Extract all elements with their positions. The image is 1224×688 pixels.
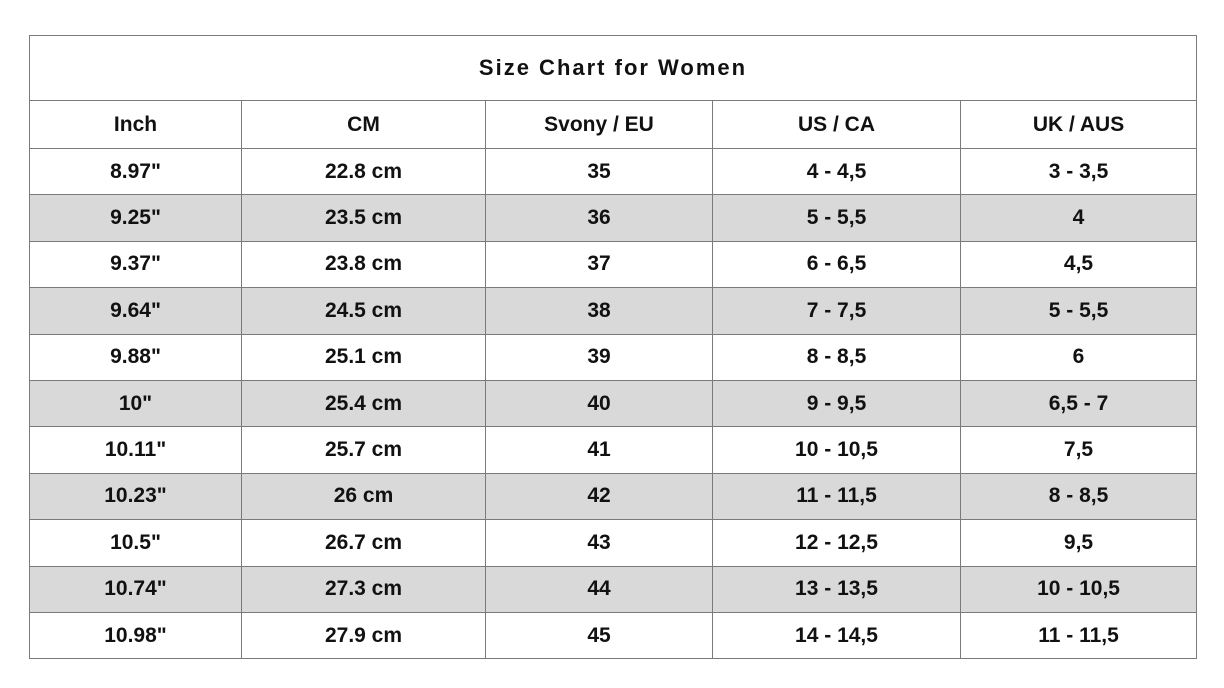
table-cell: 27.9 cm: [241, 611, 486, 660]
size-chart-table: Size Chart for Women Inch CM Svony / EU US …: [28, 35, 1198, 660]
table-cell: 38: [485, 287, 713, 335]
table-cell: 8.97": [29, 147, 242, 196]
table-cell: 10": [29, 379, 242, 428]
table-cell: 4,5: [959, 240, 1198, 289]
table-cell: 39: [485, 333, 713, 381]
table-cell: 6 - 6,5: [712, 240, 961, 289]
table-cell: 10.74": [29, 565, 242, 613]
table-cell: 9.64": [29, 287, 242, 335]
table-cell: 10.23": [29, 472, 242, 521]
table-cell: 6: [959, 333, 1198, 381]
table-cell: 13 - 13,5: [712, 565, 961, 613]
table-cell: 42: [485, 472, 713, 521]
table-row: 10.74" 27.3 cm 44 13 - 13,5 10 - 10,5: [29, 565, 1198, 613]
table-cell: 25.4 cm: [241, 379, 486, 428]
table-cell: 7 - 7,5: [712, 287, 961, 335]
column-header: Inch: [29, 100, 242, 149]
table-cell: 8 - 8,5: [959, 472, 1198, 521]
table-cell: 8 - 8,5: [712, 333, 961, 381]
table-cell: 3 - 3,5: [959, 147, 1198, 196]
table-cell: 23.8 cm: [241, 240, 486, 289]
table-row: 9.37" 23.8 cm 37 6 - 6,5 4,5: [29, 240, 1198, 289]
column-header: UK / AUS: [959, 100, 1198, 149]
table-cell: 5 - 5,5: [959, 287, 1198, 335]
table-cell: 45: [485, 611, 713, 660]
table-row: 10" 25.4 cm 40 9 - 9,5 6,5 - 7: [29, 379, 1198, 428]
table-cell: 12 - 12,5: [712, 519, 961, 567]
table-cell: 26 cm: [241, 472, 486, 521]
table-cell: 9.88": [29, 333, 242, 381]
table-cell: 14 - 14,5: [712, 611, 961, 660]
table-body: 8.97" 22.8 cm 35 4 - 4,5 3 - 3,5 9.25" 23.5 cm…: [29, 147, 1198, 660]
table-cell: 10 - 10,5: [712, 426, 961, 474]
table-cell: 11 - 11,5: [712, 472, 961, 521]
table-cell: 4 - 4,5: [712, 147, 961, 196]
table-cell: 35: [485, 147, 713, 196]
table-row: 9.64" 24.5 cm 38 7 - 7,5 5 - 5,5: [29, 287, 1198, 335]
table-cell: 10.5": [29, 519, 242, 567]
table-row: 8.97" 22.8 cm 35 4 - 4,5 3 - 3,5: [29, 147, 1198, 196]
table-cell: 9 - 9,5: [712, 379, 961, 428]
header-row: Inch CM Svony / EU US / CA UK / AUS: [29, 100, 1198, 149]
table-cell: 11 - 11,5: [959, 611, 1198, 660]
table-cell: 44: [485, 565, 713, 613]
column-header: US / CA: [712, 100, 961, 149]
table-cell: 9.25": [29, 194, 242, 242]
table-cell: 10.11": [29, 426, 242, 474]
table-cell: 40: [485, 379, 713, 428]
table-cell: 36: [485, 194, 713, 242]
table-cell: 4: [959, 194, 1198, 242]
table-cell: 6,5 - 7: [959, 379, 1198, 428]
table-cell: 7,5: [959, 426, 1198, 474]
table-title: Size Chart for Women: [28, 35, 1198, 101]
table-row: 10.23" 26 cm 42 11 - 11,5 8 - 8,5: [29, 472, 1198, 521]
table-cell: 10.98": [29, 611, 242, 660]
column-header: Svony / EU: [485, 100, 713, 149]
table-cell: 10 - 10,5: [959, 565, 1198, 613]
table-row: 9.88" 25.1 cm 39 8 - 8,5 6: [29, 333, 1198, 381]
table-row: 10.98" 27.9 cm 45 14 - 14,5 11 - 11,5: [29, 611, 1198, 660]
table-cell: 23.5 cm: [241, 194, 486, 242]
table-cell: 25.1 cm: [241, 333, 486, 381]
table-row: 10.5" 26.7 cm 43 12 - 12,5 9,5: [29, 519, 1198, 567]
table-row: 9.25" 23.5 cm 36 5 - 5,5 4: [29, 194, 1198, 242]
table-cell: 27.3 cm: [241, 565, 486, 613]
table-cell: 26.7 cm: [241, 519, 486, 567]
table-cell: 9.37": [29, 240, 242, 289]
table-cell: 5 - 5,5: [712, 194, 961, 242]
table-cell: 41: [485, 426, 713, 474]
table-cell: 25.7 cm: [241, 426, 486, 474]
table-cell: 22.8 cm: [241, 147, 486, 196]
table-cell: 24.5 cm: [241, 287, 486, 335]
column-header: CM: [241, 100, 486, 149]
table-row: 10.11" 25.7 cm 41 10 - 10,5 7,5: [29, 426, 1198, 474]
table-cell: 9,5: [959, 519, 1198, 567]
table-cell: 43: [485, 519, 713, 567]
table-cell: 37: [485, 240, 713, 289]
